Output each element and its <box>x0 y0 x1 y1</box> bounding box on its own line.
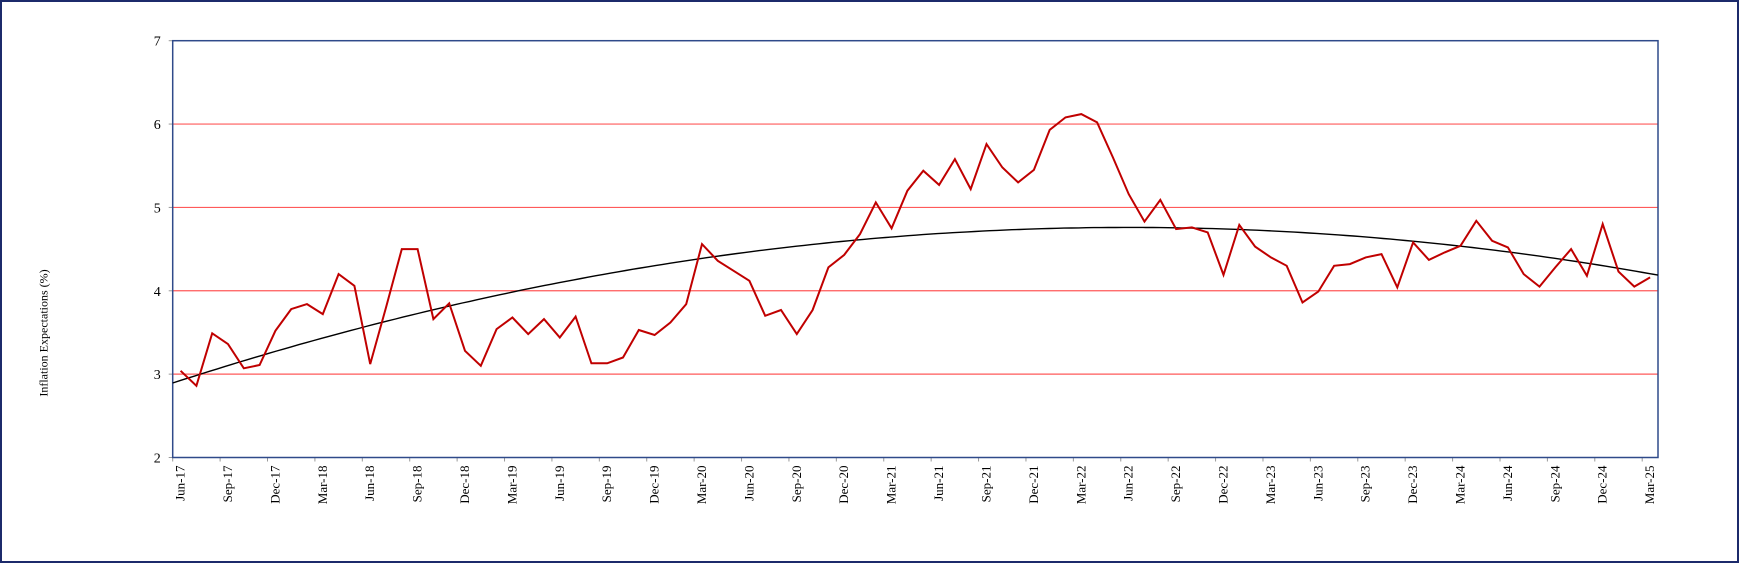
x-tick-label: Dec-23 <box>1405 466 1420 504</box>
x-tick-label: Dec-24 <box>1595 465 1610 504</box>
x-tick-label: Dec-21 <box>1026 466 1041 504</box>
y-tick-label: 6 <box>154 118 161 133</box>
inflation-expectations-line <box>179 113 1651 388</box>
x-tick-label: Dec-19 <box>647 466 662 504</box>
x-tick-label: Dec-20 <box>836 466 851 504</box>
x-tick-label: Jun-24 <box>1500 465 1515 501</box>
x-tick-label: Mar-19 <box>504 466 519 505</box>
x-tick-label: Mar-23 <box>1263 466 1278 505</box>
x-tick-label: Sep-19 <box>599 466 614 503</box>
x-tick-label: Jun-19 <box>552 466 567 501</box>
x-tick-label: Sep-18 <box>410 466 425 503</box>
x-tick-label: Jun-18 <box>362 466 377 501</box>
x-tick-label: Sep-17 <box>220 465 235 502</box>
x-tick-label: Sep-24 <box>1547 465 1562 502</box>
x-tick-label: Dec-18 <box>457 466 472 504</box>
x-tick-label: Jun-23 <box>1310 466 1325 501</box>
x-tick-label: Sep-20 <box>789 466 804 503</box>
x-tick-label: Mar-20 <box>694 466 709 505</box>
x-tick-label: Mar-22 <box>1073 466 1088 505</box>
x-tick-label: Jun-17 <box>173 465 188 501</box>
trendline <box>172 226 1659 384</box>
x-tick-label: Dec-17 <box>267 465 282 504</box>
plot-area-border <box>171 39 1659 459</box>
y-tick-label: 7 <box>154 35 161 50</box>
y-axis-label: Inflation Expectations (%) <box>36 269 51 397</box>
x-tick-label: Dec-22 <box>1215 466 1230 504</box>
x-tick-label: Sep-22 <box>1168 466 1183 503</box>
x-tick-label: Sep-23 <box>1358 466 1373 503</box>
y-tick-label: 4 <box>154 285 161 300</box>
y-tick-label: 5 <box>154 201 161 216</box>
x-tick-label: Jun-21 <box>931 466 946 501</box>
x-tick-label: Mar-24 <box>1452 465 1467 504</box>
x-tick-label: Jun-20 <box>741 466 756 501</box>
x-tick-label: Mar-21 <box>884 466 899 505</box>
x-tick-label: Mar-18 <box>315 466 330 505</box>
y-tick-label: 3 <box>154 368 161 383</box>
x-tick-label: Mar-25 <box>1642 466 1657 505</box>
x-tick-label: Sep-21 <box>978 466 993 503</box>
x-tick-label: Jun-22 <box>1121 466 1136 501</box>
y-tick-label: 2 <box>154 452 161 467</box>
